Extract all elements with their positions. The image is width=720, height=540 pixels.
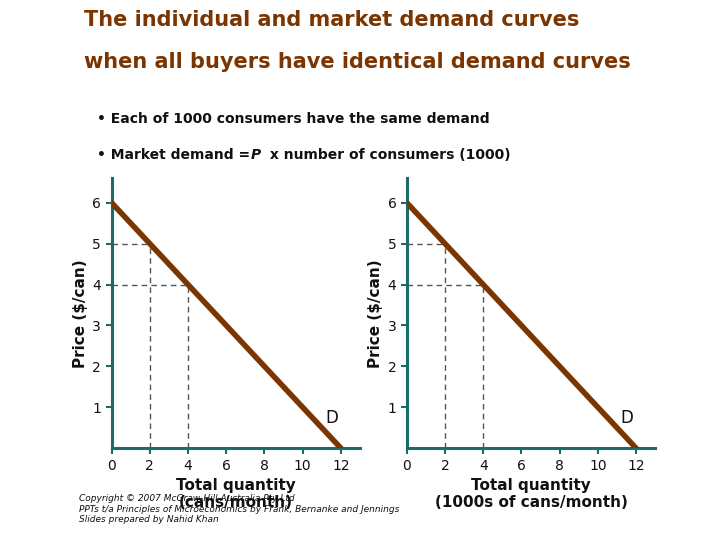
Text: x number of consumers (1000): x number of consumers (1000): [265, 148, 510, 162]
Text: • Market demand =: • Market demand =: [96, 148, 255, 162]
Text: P: P: [251, 148, 261, 162]
Text: Total quantity: Total quantity: [176, 478, 296, 493]
Text: Mc: Mc: [14, 494, 31, 503]
Text: The individual and market demand curves: The individual and market demand curves: [84, 10, 580, 30]
Text: Graw: Graw: [9, 512, 41, 522]
Y-axis label: Price ($/can): Price ($/can): [73, 259, 88, 368]
Text: when all buyers have identical demand curves: when all buyers have identical demand cu…: [84, 52, 631, 72]
Text: D: D: [621, 409, 634, 427]
Text: Total quantity: Total quantity: [472, 478, 591, 493]
Text: (1000s of cans/month): (1000s of cans/month): [435, 495, 628, 510]
Text: Copyright © 2007 McGraw-Hill Australia Pty Ltd
PPTs t/a Principles of Microecono: Copyright © 2007 McGraw-Hill Australia P…: [79, 494, 400, 524]
Text: 36: 36: [662, 499, 692, 519]
Text: Hill: Hill: [14, 531, 34, 540]
Text: (cans/month): (cans/month): [179, 495, 293, 510]
Y-axis label: Price ($/can): Price ($/can): [369, 259, 383, 368]
Text: D: D: [325, 409, 338, 427]
Text: • Each of 1000 consumers have the same demand: • Each of 1000 consumers have the same d…: [96, 112, 490, 126]
